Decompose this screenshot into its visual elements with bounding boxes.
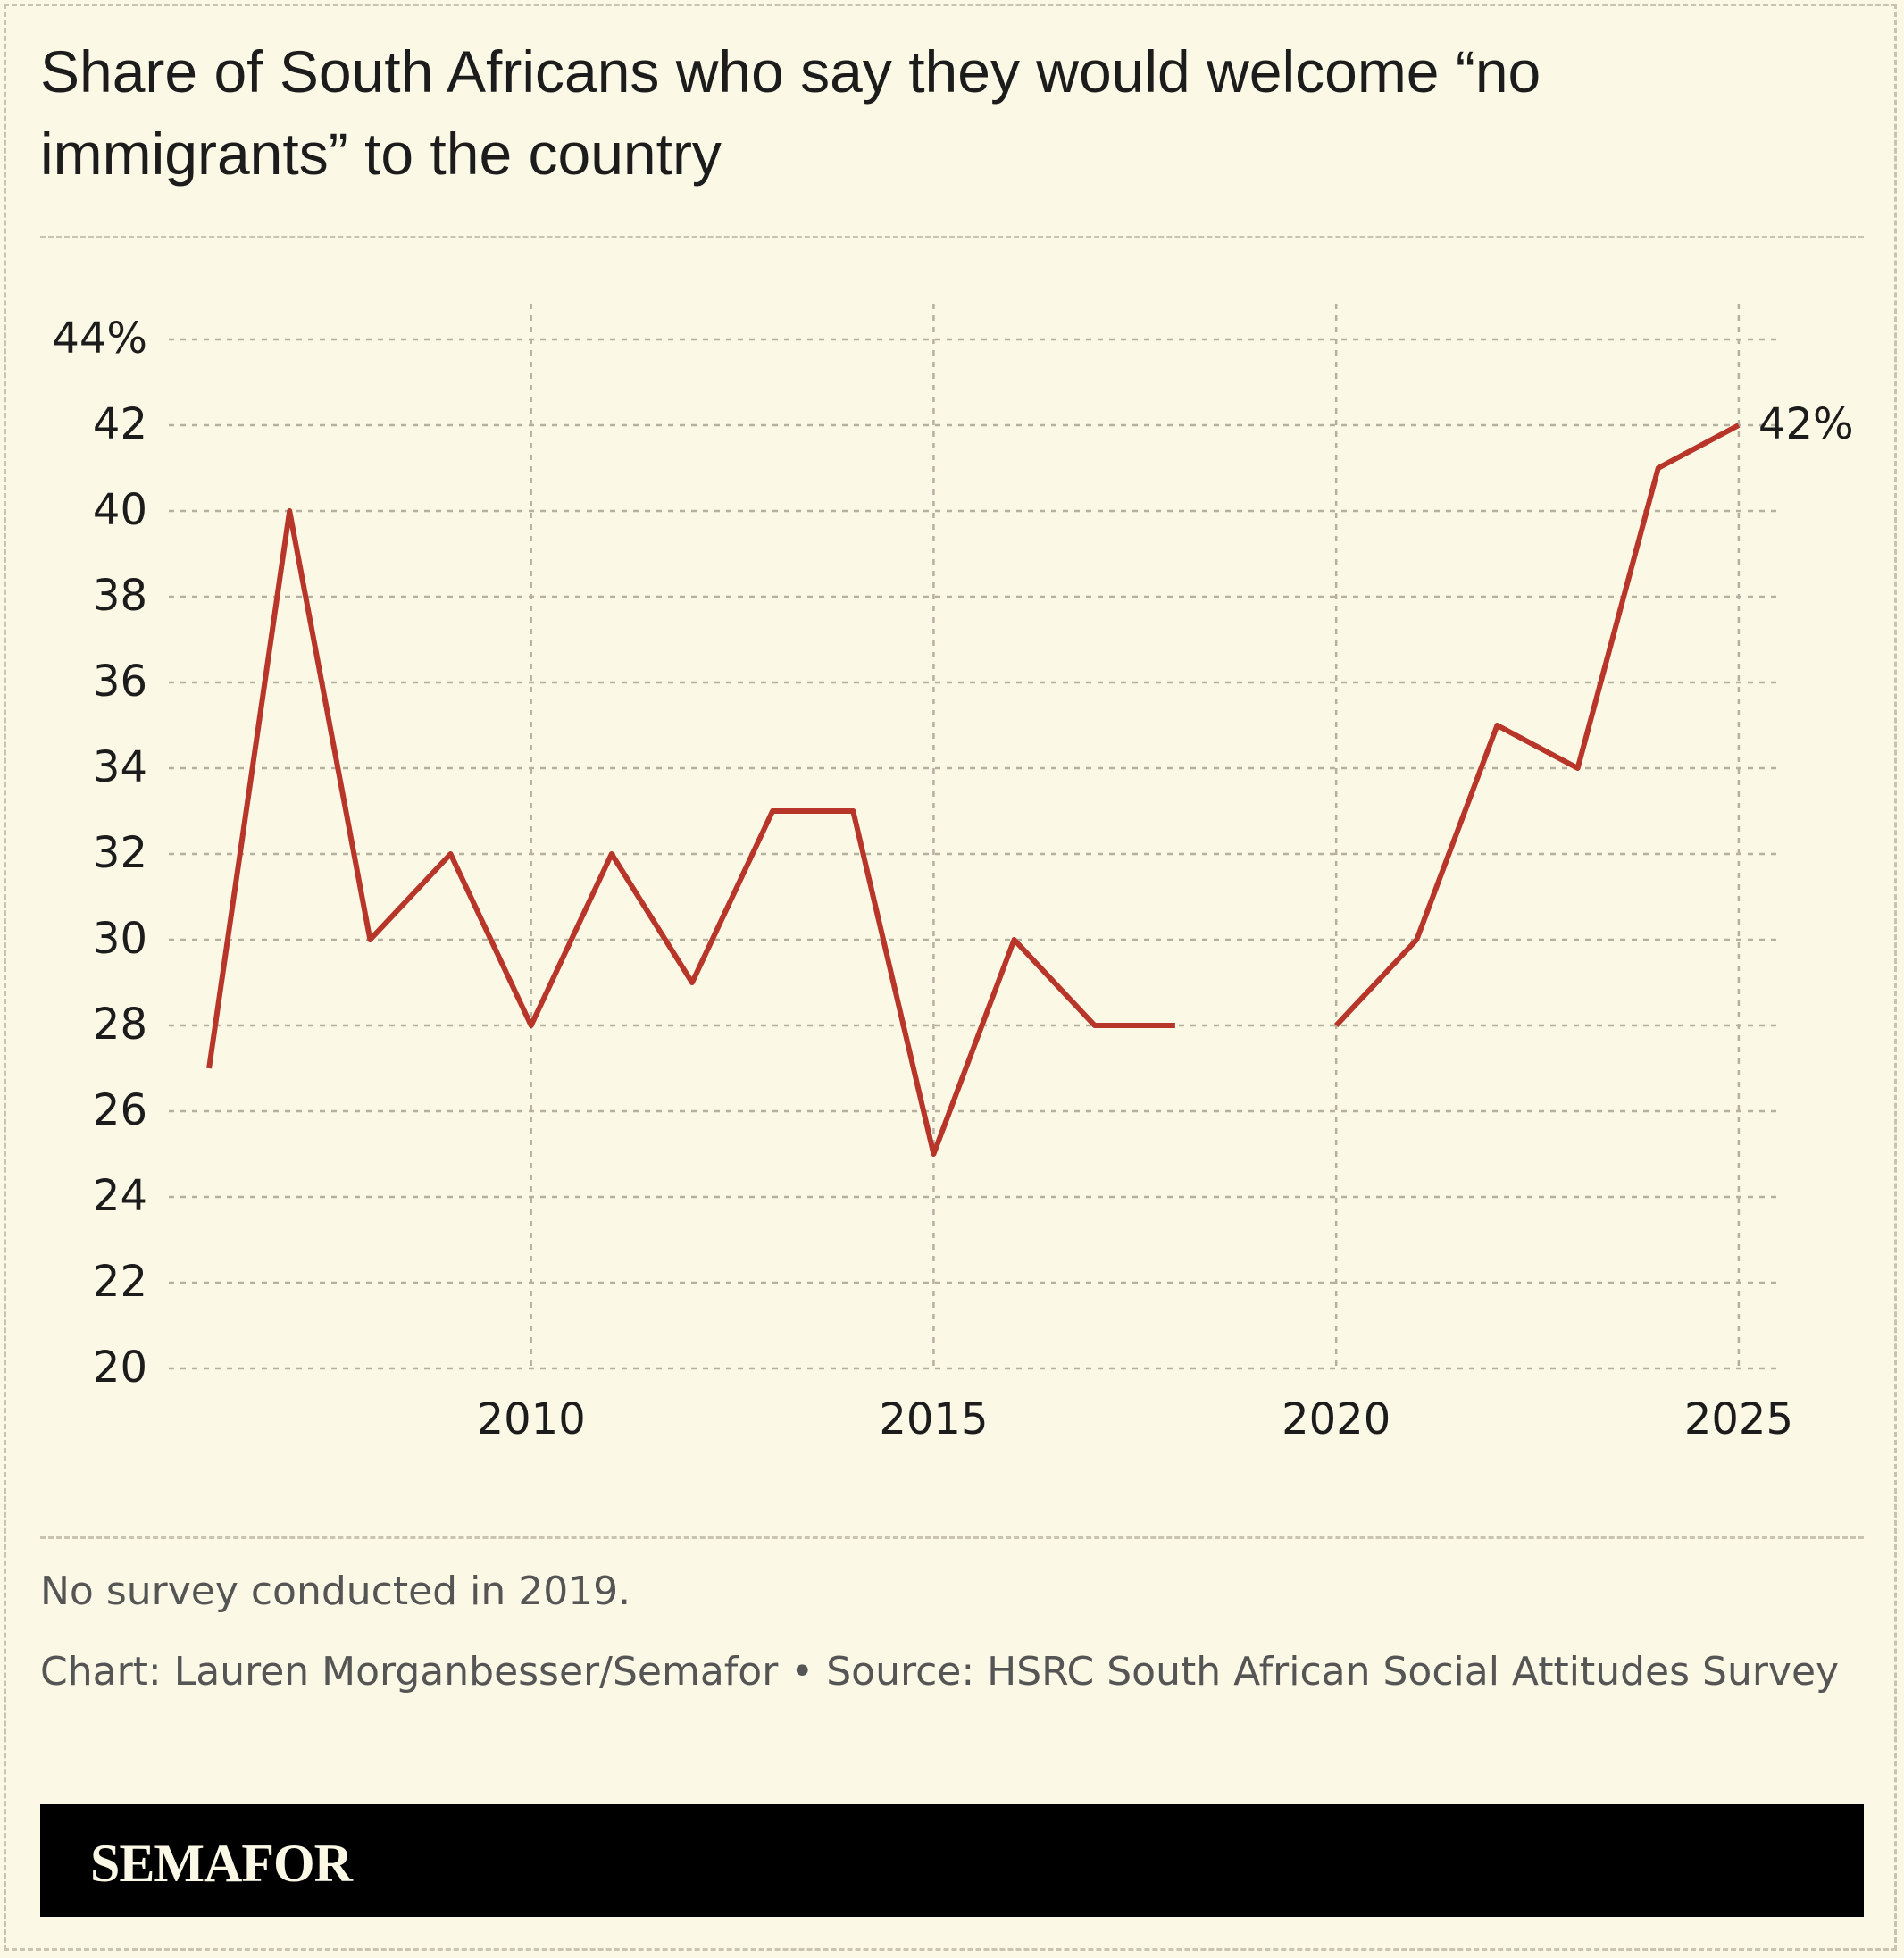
y-tick-label: 40 xyxy=(93,485,147,535)
y-tick-label: 36 xyxy=(93,657,147,707)
x-tick-label: 2010 xyxy=(477,1394,586,1444)
value-label: 42% xyxy=(1758,399,1854,449)
y-tick-label: 44% xyxy=(52,314,147,364)
x-tick-label: 2020 xyxy=(1282,1394,1390,1444)
y-tick-label: 28 xyxy=(93,1000,147,1050)
y-tick-label: 38 xyxy=(93,571,147,621)
brand: SEMAFOR xyxy=(90,1834,353,1893)
source: Chart: Lauren Morganbesser/Semafor • Sou… xyxy=(40,1649,1840,1694)
frame xyxy=(4,4,1897,1951)
y-tick-label: 22 xyxy=(93,1257,147,1307)
y-tick-label: 30 xyxy=(93,914,147,964)
y-tick-label: 20 xyxy=(93,1343,147,1393)
x-tick-label: 2025 xyxy=(1684,1394,1793,1444)
separator xyxy=(40,1536,1864,1539)
footer-bar: SEMAFOR xyxy=(40,1804,1864,1917)
y-tick-label: 42 xyxy=(93,399,147,449)
chart: 20 22 24 26 28 30 32 34 36 38 40 42 44% 2010 2015 2020 2… xyxy=(52,304,1854,1444)
note: No survey conducted in 2019. xyxy=(40,1569,631,1614)
y-tick-label: 26 xyxy=(93,1085,147,1135)
separator xyxy=(40,236,1864,238)
data-line xyxy=(1333,423,1741,1028)
data-line xyxy=(206,508,1175,1157)
x-tick-label: 2015 xyxy=(879,1394,988,1444)
y-tick-label: 34 xyxy=(93,742,147,792)
y-tick-label: 32 xyxy=(93,828,147,878)
chart-title: Share of South Africans who say they wou… xyxy=(40,38,1541,187)
y-tick-label: 24 xyxy=(93,1171,147,1221)
